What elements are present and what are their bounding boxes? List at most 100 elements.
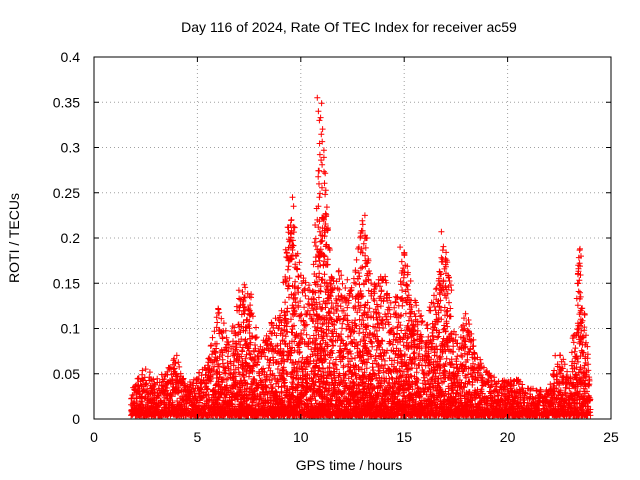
data-point: [342, 285, 349, 291]
data-point: [151, 380, 158, 387]
data-point: [359, 264, 366, 271]
data-point: [284, 266, 291, 273]
data-point: [173, 352, 180, 359]
data-point: [208, 342, 215, 349]
data-point: [407, 278, 414, 284]
data-point: [219, 335, 226, 342]
data-point: [334, 285, 341, 292]
data-point: [203, 380, 210, 387]
data-point: [253, 324, 259, 331]
data-point: [175, 359, 182, 366]
data-point: [215, 306, 222, 313]
data-point: [166, 364, 173, 371]
data-point: [248, 294, 254, 301]
data-point: [176, 363, 183, 370]
data-point: [222, 327, 229, 334]
data-point: [171, 355, 178, 362]
data-point: [169, 393, 175, 400]
data-point: [316, 180, 322, 187]
data-point: [198, 372, 205, 379]
data-point: [225, 339, 232, 346]
data-point: [214, 319, 221, 326]
chart-title: Day 116 of 2024, Rate Of TEC Index for r…: [181, 19, 517, 35]
data-point: [207, 378, 214, 385]
data-point: [169, 376, 176, 382]
data-point: [220, 320, 227, 327]
data-point: [286, 275, 293, 282]
data-point: [174, 398, 181, 404]
data-point: [142, 381, 149, 388]
data-point: [187, 379, 193, 385]
data-point: [344, 276, 351, 283]
data-point: [159, 383, 166, 389]
data-point: [204, 386, 211, 393]
data-point: [440, 243, 447, 250]
data-point: [227, 366, 234, 373]
data-point: [204, 362, 211, 369]
data-point: [316, 151, 323, 158]
data-point: [282, 299, 289, 306]
data-point: [212, 350, 219, 357]
data-point: [164, 385, 171, 391]
data-point: [399, 287, 406, 294]
data-point: [424, 321, 431, 328]
data-point: [316, 167, 323, 174]
data-point: [369, 364, 376, 371]
data-point: [196, 399, 203, 406]
data-point: [231, 324, 238, 331]
data-point: [150, 376, 157, 383]
data-point: [216, 371, 223, 378]
data-point: [260, 365, 267, 372]
data-point: [142, 366, 149, 373]
data-point: [233, 344, 240, 351]
data-point: [377, 283, 383, 290]
data-point: [398, 258, 405, 265]
data-point: [235, 351, 242, 358]
data-point: [323, 204, 330, 211]
grid-layer: [94, 57, 611, 419]
data-points: [128, 94, 594, 419]
data-point: [223, 334, 230, 341]
data-point: [319, 126, 326, 133]
data-point: [312, 243, 319, 249]
data-point: [414, 327, 421, 334]
data-point: [204, 385, 211, 392]
data-point: [392, 299, 399, 306]
data-point: [216, 309, 223, 316]
data-point: [169, 381, 176, 388]
data-point: [302, 292, 309, 299]
data-point: [218, 315, 225, 322]
data-point: [146, 369, 153, 376]
data-point: [320, 154, 327, 161]
data-point: [378, 288, 385, 295]
data-point: [199, 395, 206, 401]
data-point: [232, 373, 239, 380]
data-point: [213, 314, 220, 321]
data-point: [319, 161, 326, 168]
data-point: [156, 393, 162, 399]
data-point: [312, 235, 319, 242]
data-point: [202, 371, 209, 378]
data-point: [196, 376, 202, 382]
data-point: [446, 299, 452, 306]
data-point: [278, 307, 285, 314]
data-point: [318, 100, 325, 107]
data-point: [161, 376, 168, 383]
data-point: [224, 375, 231, 382]
data-point: [398, 327, 405, 334]
data-point: [184, 396, 191, 403]
data-point: [317, 190, 323, 197]
data-point: [213, 340, 220, 347]
data-point: [337, 303, 344, 310]
data-point: [344, 304, 351, 311]
data-point: [317, 114, 324, 121]
data-point: [216, 363, 223, 370]
data-point: [315, 173, 322, 180]
data-point: [225, 342, 232, 348]
data-point: [210, 367, 217, 374]
data-point: [318, 157, 325, 164]
data-point: [214, 375, 221, 381]
data-point: [205, 396, 212, 403]
data-point: [399, 302, 406, 309]
